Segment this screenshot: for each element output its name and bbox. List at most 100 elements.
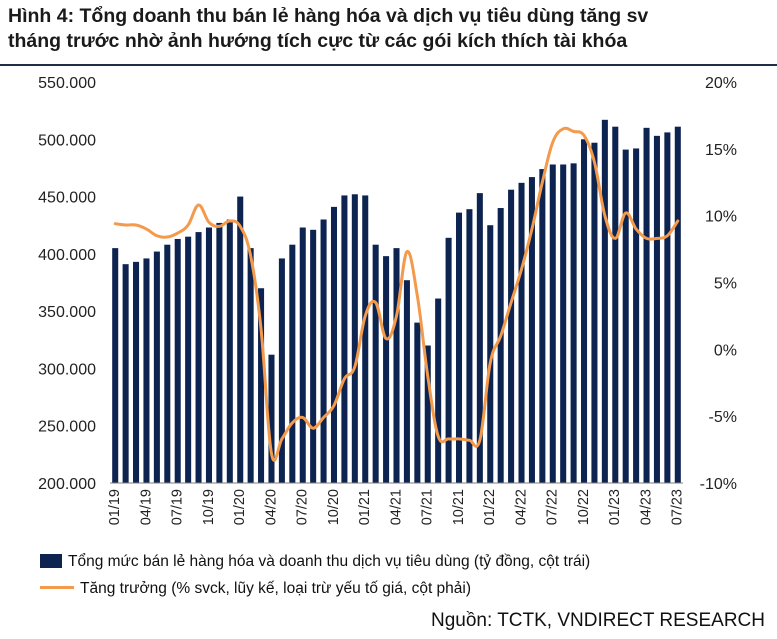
y-right-tick-label: 5%	[714, 276, 737, 293]
bar-04-19	[143, 258, 150, 483]
x-tick-label: 10/20	[326, 489, 342, 525]
bar-08-19	[185, 236, 192, 483]
bar-03-22	[508, 189, 515, 483]
bar-10-21	[455, 212, 463, 484]
x-tick-label: 07/20	[295, 489, 311, 525]
source-note: Nguồn: TCTK, VNDIRECT RESEARCH	[431, 610, 765, 631]
bar-06-20	[289, 244, 296, 483]
legend-line-entry: Tăng trưởng (% svck, lũy kế, loại trừ yế…	[40, 580, 471, 598]
bar-04-20	[268, 354, 275, 483]
bar-05-21	[403, 280, 410, 483]
y-right-tick-label: 10%	[705, 209, 737, 226]
legend-bar-entry: Tổng mức bán lẻ hàng hóa và doanh thu dị…	[40, 553, 590, 571]
bar-07-20	[299, 227, 306, 483]
x-tick-label: 01/23	[607, 489, 623, 525]
x-tick-label: 07/23	[670, 489, 686, 525]
growth-line	[113, 126, 680, 462]
legend-bar-label: Tổng mức bán lẻ hàng hóa và doanh thu dị…	[68, 553, 591, 570]
y-left-tick-label: 300.000	[38, 361, 96, 378]
bar-11-21	[466, 209, 473, 484]
legend-line-swatch	[40, 586, 74, 589]
bar-02-19	[122, 264, 129, 483]
bar-10-20	[330, 206, 338, 483]
x-tick-label: 04/21	[388, 489, 404, 525]
figure-title: Hình 4: Tổng doanh thu bán lẻ hàng hóa v…	[8, 4, 773, 54]
bar-01-19	[112, 248, 119, 483]
x-tick-label: 10/21	[451, 489, 467, 525]
bar-03-20	[258, 288, 265, 483]
bar-07-22	[549, 164, 556, 484]
bar-11-19	[216, 222, 223, 484]
x-tick-label: 01/21	[357, 489, 373, 525]
y-left-tick-label: 350.000	[38, 304, 96, 321]
bar-09-20	[320, 219, 327, 484]
bar-09-19	[195, 232, 202, 483]
x-tick-label: 10/19	[201, 489, 217, 525]
figure-title-line-2: tháng trước nhờ ảnh hướng tích cực từ cá…	[8, 30, 628, 52]
bar-07-23	[674, 126, 681, 484]
bar-08-21	[435, 298, 442, 483]
bar-06-21	[414, 322, 421, 483]
bar-07-21	[424, 345, 431, 483]
bar-04-21	[393, 248, 400, 483]
x-tick-label: 01/22	[482, 489, 498, 525]
bar-02-23	[622, 149, 629, 483]
bar-02-22	[497, 208, 504, 483]
bar-11-20	[341, 195, 348, 483]
bar-12-19	[226, 219, 233, 484]
y-right-tick-label: 15%	[705, 142, 737, 159]
bar-06-23	[664, 132, 671, 483]
bar-08-22	[560, 164, 567, 484]
y-right-tick-label: -10%	[700, 476, 737, 493]
x-tick-label: 04/22	[513, 489, 529, 525]
y-left-tick-label: 250.000	[38, 419, 96, 436]
legend-bar-swatch	[40, 554, 62, 568]
y-right-tick-label: -5%	[709, 409, 737, 426]
bar-12-22	[601, 119, 608, 483]
bar-05-22	[528, 177, 535, 483]
bar-06-19	[164, 244, 171, 483]
bar-01-23	[612, 126, 619, 484]
bar-10-19	[205, 227, 212, 483]
y-left-tick-label: 400.000	[38, 247, 96, 264]
y-left-tick-label: 200.000	[38, 476, 96, 493]
bar-09-21	[445, 237, 452, 483]
bar-12-20	[351, 194, 358, 483]
figure-title-line-1: Hình 4: Tổng doanh thu bán lẻ hàng hóa v…	[8, 5, 649, 27]
bar-03-21	[383, 256, 390, 483]
x-tick-label: 01/20	[232, 489, 248, 525]
y-left-tick-label: 550.000	[38, 75, 96, 92]
x-tick-label: 10/22	[576, 489, 592, 525]
bar-03-23	[633, 148, 640, 483]
bar-09-22	[570, 163, 577, 483]
x-tick-label: 01/19	[107, 489, 123, 525]
title-divider	[0, 64, 777, 66]
bar-05-20	[278, 258, 285, 483]
y-right-tick-label: 0%	[714, 342, 737, 359]
bar-02-20	[247, 248, 254, 483]
bar-01-22	[487, 225, 494, 483]
bar-04-22	[518, 182, 525, 483]
combo-chart: 200.000 250.000 300.000 350.000 400.000 450.0…	[38, 75, 737, 525]
x-tick-label: 04/20	[263, 489, 279, 525]
y-left-tick-label: 450.000	[38, 190, 96, 207]
bar-10-22	[581, 139, 588, 484]
bar-12-21	[476, 193, 483, 483]
bar-05-19	[153, 251, 160, 483]
bar-07-19	[174, 238, 181, 483]
bar-03-19	[133, 261, 140, 483]
x-tick-label: 04/19	[138, 489, 154, 525]
bar-01-20	[237, 196, 244, 483]
x-tick-label: 07/19	[170, 489, 186, 525]
bar-05-23	[653, 135, 660, 483]
y-right-tick-label: 20%	[705, 75, 737, 92]
bar-08-20	[310, 229, 317, 483]
bar-02-21	[372, 244, 379, 483]
bar-11-22	[591, 142, 598, 483]
x-tick-label: 07/21	[420, 489, 436, 525]
bar-01-21	[362, 195, 369, 483]
y-left-tick-label: 500.000	[38, 132, 96, 149]
legend-line-label: Tăng trưởng (% svck, lũy kế, loại trừ yế…	[80, 580, 472, 597]
x-tick-label: 04/23	[638, 489, 654, 525]
bar-04-23	[643, 127, 650, 483]
